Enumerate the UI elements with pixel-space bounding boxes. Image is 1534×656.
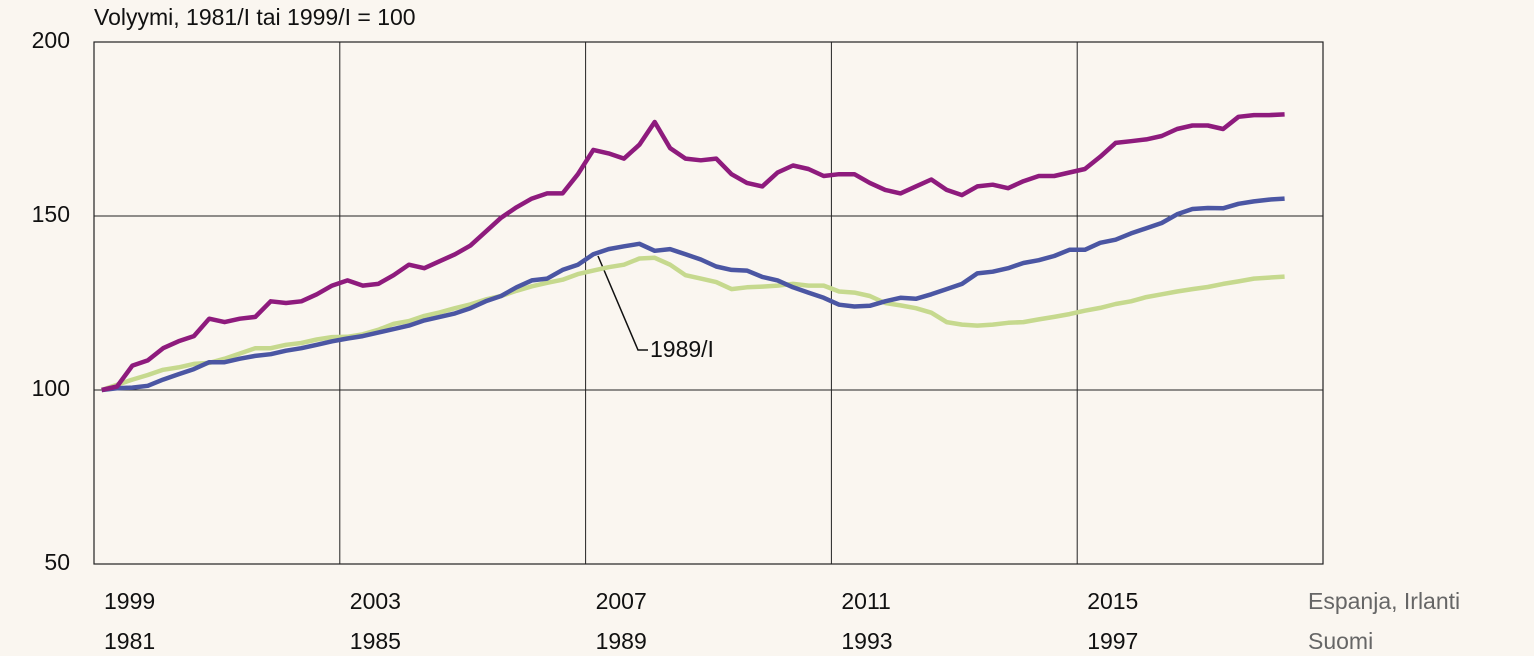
x-tick-label: 2007: [596, 588, 647, 614]
x-tick-label: 2015: [1087, 588, 1138, 614]
y-tick-label: 150: [32, 201, 70, 227]
annotation-leader: [597, 255, 648, 351]
x-tick-label: 2003: [350, 588, 401, 614]
data-line: [101, 112, 1285, 393]
x-axis-label: Espanja, Irlanti: [1308, 588, 1460, 614]
y-tick-label: 50: [44, 549, 70, 575]
x2-tick-label: 1989: [596, 628, 647, 654]
x2-tick-label: 1993: [841, 628, 892, 654]
chart-title: Volyymi, 1981/I tai 1999/I = 100: [94, 4, 416, 30]
x-tick-label: 2011: [841, 588, 890, 614]
x-tick-label: 1999: [104, 588, 155, 614]
y-tick-label: 100: [32, 375, 70, 401]
x2-tick-label: 1985: [350, 628, 401, 654]
x2-tick-label: 1997: [1087, 628, 1138, 654]
annotation: 1989/I: [650, 336, 714, 362]
data-line: [101, 196, 1285, 393]
x2-tick-label: 1981: [104, 628, 155, 654]
x2-axis-label: Suomi: [1308, 628, 1373, 654]
y-tick-label: 200: [32, 27, 70, 53]
data-line: [100, 255, 1285, 393]
